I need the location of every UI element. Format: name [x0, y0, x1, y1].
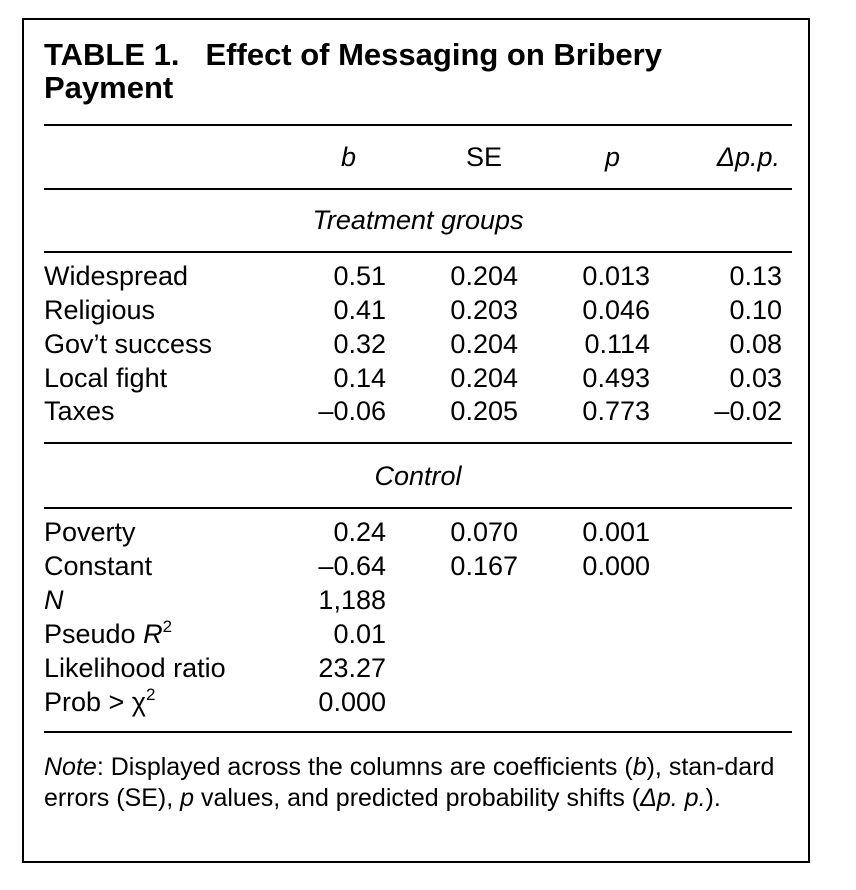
table-title: TABLE 1. Effect of Messaging on Bribery P…	[44, 38, 784, 104]
cell-b: 0.32	[333, 329, 386, 359]
row-label-n: N	[44, 585, 64, 615]
table-title-text: Effect of Messaging on Bribery Payment	[44, 37, 662, 105]
cell-b: –0.06	[318, 396, 386, 426]
pseudo-sup: 2	[162, 617, 173, 636]
table-frame	[22, 18, 810, 863]
cell-se: 0.205	[450, 396, 518, 426]
prob-label: Prob > χ	[44, 687, 146, 717]
cell-se: 0.167	[450, 551, 518, 581]
cell-b: 0.14	[333, 363, 386, 393]
cell-se: 0.203	[450, 295, 518, 325]
row-label: Local fight	[44, 363, 168, 393]
table-number: TABLE 1.	[44, 37, 180, 72]
row-label: Constant	[44, 551, 153, 581]
note-part-2: ), stan-dard errors (SE),	[44, 753, 775, 812]
cell-dpp: 0.03	[729, 363, 782, 393]
cell-b: 0.24	[333, 517, 386, 547]
cell-p: 0.114	[584, 329, 650, 359]
section-control: Control	[374, 461, 462, 491]
row-label: Religious	[44, 295, 156, 325]
column-header-se: SE	[465, 142, 502, 172]
cell-se: 0.204	[450, 261, 518, 291]
column-header-dpp: Δp.p.	[716, 142, 780, 172]
cell-b: 0.41	[333, 295, 386, 325]
cell-b: 0.51	[333, 261, 386, 291]
note-dpp: Δp. p.	[640, 784, 706, 812]
row-label-pseudo-r2: Pseudo R2	[44, 617, 173, 649]
rule-treatment	[44, 251, 792, 253]
pseudo-var: R	[143, 619, 163, 649]
section-treatment-groups: Treatment groups	[312, 205, 524, 235]
note-lead: Note	[44, 753, 97, 781]
pseudo-label: Pseudo	[44, 619, 144, 649]
note-part-4: ).	[705, 784, 721, 812]
cell-dpp: 0.08	[729, 329, 782, 359]
rule-control	[44, 507, 792, 509]
cell-p: 0.493	[582, 363, 650, 393]
cell-p: 0.000	[582, 551, 650, 581]
row-label-prob: Prob > χ2	[44, 685, 156, 717]
cell-se: 0.204	[450, 363, 518, 393]
rule-bottom	[44, 731, 792, 733]
rule-header	[44, 188, 792, 190]
note-p: p	[180, 784, 195, 812]
cell-b: –0.64	[318, 551, 386, 581]
cell-lr-value: 23.27	[318, 653, 386, 683]
cell-p: 0.773	[582, 396, 650, 426]
column-header-p: p	[604, 142, 620, 172]
cell-dpp: –0.02	[714, 396, 782, 426]
cell-pseudo-value: 0.01	[333, 619, 386, 649]
column-header-b: b	[340, 142, 356, 172]
cell-p: 0.013	[582, 261, 650, 291]
row-label-lr: Likelihood ratio	[44, 653, 226, 683]
note-part-3: values, and predicted probability shifts…	[194, 784, 641, 812]
note-part-1: : Displayed across the columns are coeff…	[96, 753, 633, 781]
prob-sup: 2	[145, 685, 156, 704]
row-label: Gov’t success	[44, 329, 213, 359]
note-b: b	[632, 753, 647, 781]
cell-dpp: 0.10	[729, 295, 782, 325]
row-label: Widespread	[44, 261, 189, 291]
cell-dpp: 0.13	[729, 261, 782, 291]
cell-n-value: 1,188	[318, 585, 386, 615]
row-label: Taxes	[44, 396, 115, 426]
row-label: Poverty	[44, 517, 136, 547]
rule-control-top	[44, 442, 792, 444]
table-note: Note: Displayed across the columns are c…	[44, 752, 790, 814]
cell-prob-value: 0.000	[318, 687, 386, 717]
rule-top	[44, 124, 792, 126]
cell-p: 0.001	[582, 517, 650, 547]
cell-se: 0.070	[450, 517, 518, 547]
cell-p: 0.046	[582, 295, 650, 325]
cell-se: 0.204	[450, 329, 518, 359]
